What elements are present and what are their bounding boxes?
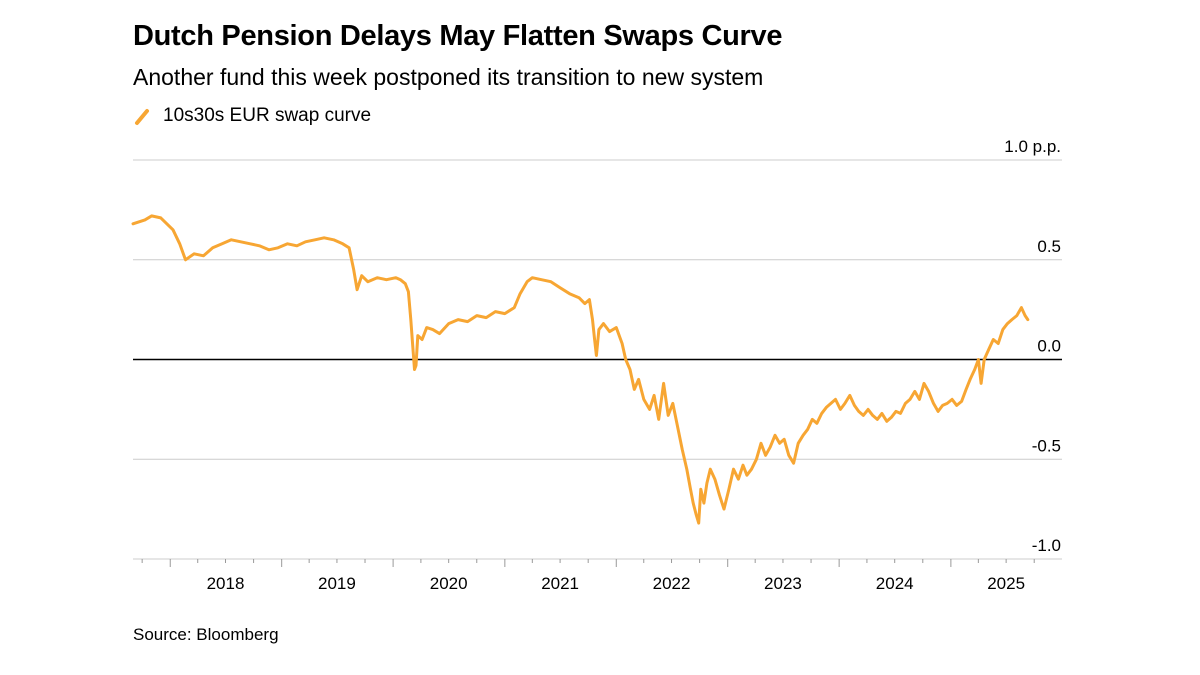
x-tick-label: 2025 (987, 574, 1025, 593)
legend: 10s30s EUR swap curve (133, 104, 371, 128)
x-tick-label: 2018 (207, 574, 245, 593)
y-tick-label: -1.0 (1032, 536, 1061, 555)
chart-title: Dutch Pension Delays May Flatten Swaps C… (133, 20, 783, 52)
grid-lines (133, 159, 1062, 560)
series-layer (131, 214, 1030, 525)
tick-labels: 1.0 p.p. 0.5 0.0 -0.5 -1.0 2018 2019 2020 2021 20… (207, 137, 1061, 593)
x-tick-label: 2020 (430, 574, 468, 593)
source-note: Source: Bloomberg (133, 625, 279, 644)
y-tick-label: 1.0 p.p. (1004, 137, 1061, 156)
x-tick-label: 2023 (764, 574, 802, 593)
x-tick-label: 2021 (541, 574, 579, 593)
chart-subtitle: Another fund this week postponed its tra… (133, 64, 764, 90)
y-tick-label: 0.5 (1037, 237, 1061, 256)
x-axis (141, 559, 1035, 567)
x-tick-label: 2019 (318, 574, 356, 593)
y-tick-label: 0.0 (1037, 337, 1061, 356)
legend-swatch-icon (135, 109, 149, 125)
x-tick-label: 2022 (653, 574, 691, 593)
x-tick-label: 2024 (876, 574, 914, 593)
legend-label: 10s30s EUR swap curve (163, 105, 372, 126)
series-line (131, 214, 1030, 525)
y-tick-label: -0.5 (1032, 436, 1061, 455)
